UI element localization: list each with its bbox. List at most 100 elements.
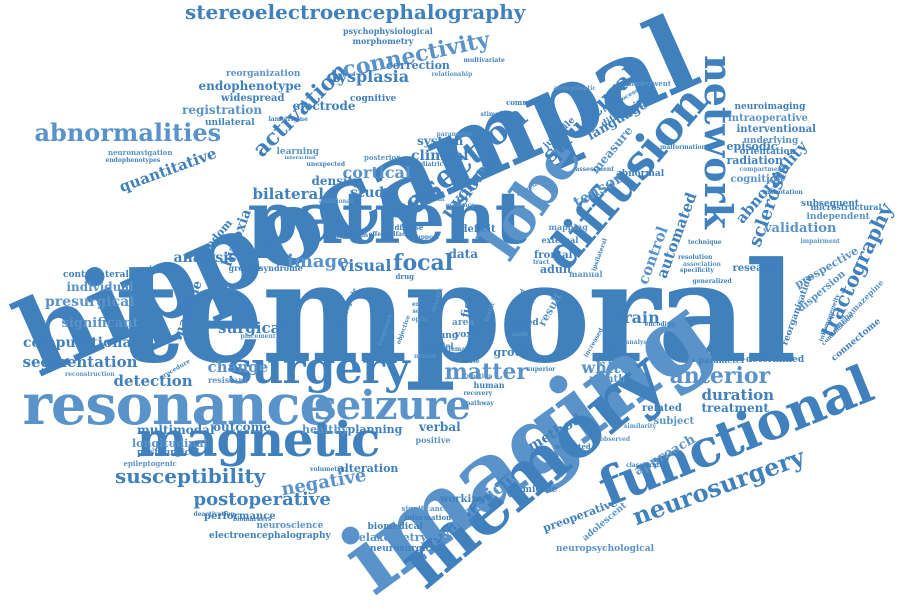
word-visual: visual	[339, 256, 392, 275]
word-magnetic: magnetic	[136, 412, 381, 468]
word-analyse: analyse	[625, 339, 651, 346]
word-classification: classification	[626, 462, 671, 469]
word-deficit: deficit	[460, 224, 496, 235]
word-microstructural: microstructural	[810, 202, 882, 212]
word-technique: technique	[688, 239, 722, 246]
word-model: model	[426, 341, 454, 351]
word-analysis: analysis	[173, 250, 237, 266]
word-focal: focal	[393, 250, 454, 276]
word-matter: matter	[444, 359, 528, 385]
word-electrode: electrode	[292, 99, 356, 113]
word-bilateral: bilateral	[252, 184, 324, 203]
word-assessment: assessment	[575, 166, 615, 173]
word-association: association	[683, 261, 721, 268]
word-intraoperative: intraoperative	[728, 113, 808, 124]
word-orientation: orientation	[739, 146, 797, 157]
word-malrotation: malrotation	[763, 189, 803, 196]
word-anterior: anterior	[669, 363, 771, 389]
word-resonance: resonance	[22, 372, 335, 438]
word-mapping: mapping	[548, 222, 588, 232]
word-scan: scan	[412, 308, 428, 315]
word-psychophysiological: psychophysiological	[343, 26, 433, 36]
word-detection: detection	[113, 371, 193, 390]
word-healthy: healthy	[302, 422, 348, 436]
word-different: different	[415, 196, 445, 203]
word-registration: registration	[182, 103, 263, 117]
word-unilateral: unilateral	[205, 117, 255, 128]
word-postoperative: postoperative	[193, 489, 331, 510]
word-volumetric: volumetric	[310, 466, 347, 473]
word-neurosurgical: neurosurgical	[370, 543, 441, 554]
word-based: based	[509, 317, 539, 328]
word-additional: additional	[319, 198, 354, 205]
word-greater: greater	[228, 263, 262, 273]
word-cognitive: cognitive	[350, 93, 397, 104]
word-support: support	[413, 234, 440, 241]
word-neural: neural	[414, 353, 436, 360]
word-widespread: widespread	[221, 93, 285, 104]
word-stimulation: stimulation	[480, 111, 520, 118]
word-neuronavigation: neuronavigation	[108, 147, 173, 157]
word-surgery: surgery	[227, 343, 410, 394]
word-entire: entire	[412, 301, 433, 308]
word-neuropsychological: neuropsychological	[556, 543, 655, 554]
word-correction: correction	[386, 58, 450, 72]
word-young: young	[427, 330, 459, 341]
word-specificity: specificity	[680, 267, 714, 274]
word-interventional: interventional	[736, 124, 816, 135]
word-abnormalities: abnormalities	[34, 118, 222, 147]
word-common: common	[506, 97, 540, 107]
word-susceptibility: susceptibility	[115, 464, 266, 488]
word-pathway: pathway	[466, 400, 494, 407]
word-whole: whole	[510, 342, 530, 349]
word-dysplasia: dysplasia	[326, 67, 410, 86]
word-lamotrigine: lamotrigine	[268, 116, 308, 123]
word-relationship: relationship	[431, 71, 473, 78]
word-subject: subject	[653, 416, 695, 427]
word-multimodal: multimodal	[137, 423, 215, 437]
word-subsequent: subsequent	[801, 198, 859, 209]
word-observed: observed	[600, 436, 631, 443]
word-posterior: posterior	[364, 152, 400, 162]
word-density: density	[311, 174, 361, 188]
word-working: working	[440, 494, 486, 505]
word-biomedical: biomedical	[367, 521, 423, 532]
word-verbal: verbal	[419, 420, 461, 434]
word-underwent: underwent	[629, 78, 672, 88]
word-episodic: episodic	[726, 139, 778, 153]
word-month: month	[589, 374, 626, 385]
word-white: white	[581, 358, 631, 377]
word-treatment: treatment	[701, 401, 769, 415]
word-alteration: alteration	[337, 461, 399, 475]
word-duration: duration	[701, 385, 775, 404]
word-female: female	[448, 346, 472, 353]
word-independent: independent	[806, 211, 870, 222]
word-parametric: parametric	[436, 131, 474, 138]
word-manual: manual	[569, 269, 603, 279]
word-male: male	[512, 331, 529, 338]
word-system: system	[417, 134, 464, 148]
word-temporal: temporal	[115, 231, 797, 394]
word-stereoelectroencephalography: stereoelectroencephalography	[185, 0, 526, 24]
word-performance: performance	[204, 511, 276, 522]
word-middle: middle	[522, 484, 558, 495]
word-external: external	[541, 235, 579, 245]
word-computational: computational	[23, 335, 137, 351]
word-planning: planning	[347, 422, 403, 436]
word-area: area	[452, 317, 475, 328]
word-validation: validation	[764, 220, 837, 236]
word-clinical: clinical	[411, 148, 469, 164]
word-voxel: voxel	[455, 329, 481, 340]
word-determined: determined	[746, 354, 805, 365]
word-compartment: compartment	[739, 166, 785, 173]
word-radiation: radiation	[726, 153, 784, 167]
word-relaxometry: relaxometry	[353, 530, 427, 544]
word-endophenotypes: endophenotypes	[105, 157, 161, 164]
word-malformation: malformation	[660, 144, 706, 151]
word-data: data	[448, 247, 478, 261]
word-placement: placement	[240, 333, 276, 340]
word-antiepileptic: antiepileptic	[553, 85, 597, 92]
word-impairment: impairment	[800, 238, 840, 245]
word-significance: significance	[401, 503, 449, 513]
